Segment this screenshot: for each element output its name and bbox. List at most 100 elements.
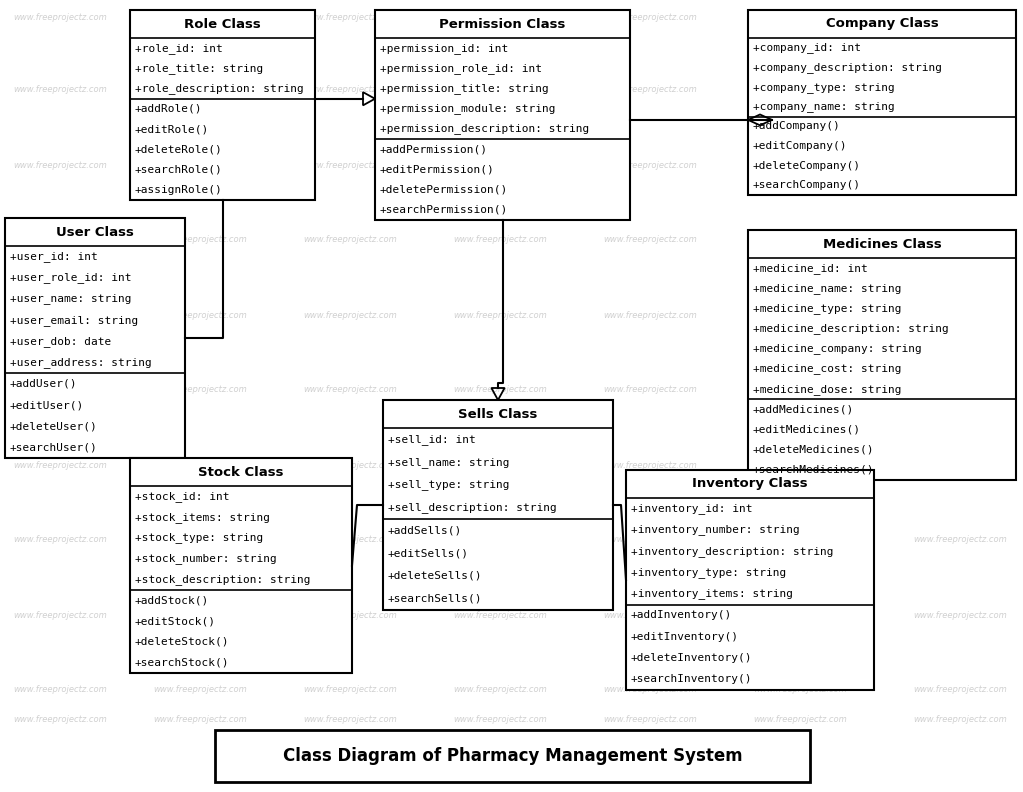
Text: +editMedicines(): +editMedicines() (753, 425, 861, 435)
Text: +searchPermission(): +searchPermission() (380, 205, 508, 215)
Text: +user_email: string: +user_email: string (10, 314, 138, 326)
Text: +searchMedicines(): +searchMedicines() (753, 465, 875, 475)
Text: www.freeprojectz.com: www.freeprojectz.com (153, 161, 247, 169)
Text: +searchStock(): +searchStock() (135, 657, 229, 668)
Text: +sell_id: int: +sell_id: int (388, 434, 476, 445)
Text: +stock_type: string: +stock_type: string (135, 532, 263, 543)
Text: +permission_description: string: +permission_description: string (380, 124, 589, 135)
Text: +addInventory(): +addInventory() (631, 611, 732, 620)
Text: www.freeprojectz.com: www.freeprojectz.com (13, 686, 106, 695)
Text: +inventory_items: string: +inventory_items: string (631, 588, 793, 600)
Bar (383, 400, 613, 610)
Text: www.freeprojectz.com: www.freeprojectz.com (303, 686, 397, 695)
Text: +permission_module: string: +permission_module: string (380, 103, 555, 114)
Text: +deleteStock(): +deleteStock() (135, 637, 229, 647)
Text: +deleteInventory(): +deleteInventory() (631, 653, 753, 663)
Text: +medicine_company: string: +medicine_company: string (753, 344, 922, 354)
Text: www.freeprojectz.com: www.freeprojectz.com (604, 310, 697, 319)
Text: www.freeprojectz.com: www.freeprojectz.com (303, 460, 397, 470)
Text: Role Class: Role Class (184, 17, 261, 31)
Text: www.freeprojectz.com: www.freeprojectz.com (753, 535, 847, 545)
Text: +addCompany(): +addCompany() (753, 121, 841, 131)
Text: +deleteCompany(): +deleteCompany() (753, 161, 861, 170)
Text: www.freeprojectz.com: www.freeprojectz.com (13, 715, 106, 725)
Text: www.freeprojectz.com: www.freeprojectz.com (153, 611, 247, 619)
Text: www.freeprojectz.com: www.freeprojectz.com (604, 686, 697, 695)
Text: +inventory_number: string: +inventory_number: string (631, 524, 800, 535)
Text: www.freeprojectz.com: www.freeprojectz.com (914, 310, 1007, 319)
Text: +deleteRole(): +deleteRole() (135, 144, 223, 154)
Text: +role_description: string: +role_description: string (135, 83, 304, 94)
Text: www.freeprojectz.com: www.freeprojectz.com (453, 686, 547, 695)
Text: www.freeprojectz.com: www.freeprojectz.com (13, 611, 106, 619)
Text: +editRole(): +editRole() (135, 124, 210, 134)
Text: +permission_role_id: int: +permission_role_id: int (380, 63, 542, 74)
Text: +searchInventory(): +searchInventory() (631, 674, 753, 684)
Text: www.freeprojectz.com: www.freeprojectz.com (753, 310, 847, 319)
Bar (215, 730, 810, 782)
Text: +searchRole(): +searchRole() (135, 165, 223, 174)
Text: +company_description: string: +company_description: string (753, 62, 942, 73)
Text: +inventory_description: string: +inventory_description: string (631, 546, 834, 557)
Text: +user_address: string: +user_address: string (10, 357, 151, 368)
Text: +medicine_description: string: +medicine_description: string (753, 323, 948, 334)
Text: www.freeprojectz.com: www.freeprojectz.com (153, 386, 247, 394)
Text: +addMedicines(): +addMedicines() (753, 405, 854, 414)
Text: www.freeprojectz.com: www.freeprojectz.com (753, 86, 847, 94)
Text: +stock_id: int: +stock_id: int (135, 491, 229, 502)
Text: +company_name: string: +company_name: string (753, 101, 895, 112)
Text: +medicine_id: int: +medicine_id: int (753, 263, 868, 273)
Text: www.freeprojectz.com: www.freeprojectz.com (453, 535, 547, 545)
Text: +medicine_type: string: +medicine_type: string (753, 303, 901, 314)
Text: +addPermission(): +addPermission() (380, 144, 488, 154)
Text: www.freeprojectz.com: www.freeprojectz.com (753, 386, 847, 394)
Text: www.freeprojectz.com: www.freeprojectz.com (453, 310, 547, 319)
Text: www.freeprojectz.com: www.freeprojectz.com (604, 535, 697, 545)
Text: Permission Class: Permission Class (439, 17, 566, 31)
Text: +addStock(): +addStock() (135, 596, 210, 605)
Text: www.freeprojectz.com: www.freeprojectz.com (13, 161, 106, 169)
Text: +inventory_type: string: +inventory_type: string (631, 567, 787, 578)
Text: www.freeprojectz.com: www.freeprojectz.com (604, 460, 697, 470)
Text: +role_title: string: +role_title: string (135, 63, 263, 74)
Text: +editStock(): +editStock() (135, 616, 216, 626)
Bar (626, 470, 874, 690)
Text: +user_role_id: int: +user_role_id: int (10, 272, 132, 284)
Bar (375, 10, 630, 220)
Text: www.freeprojectz.com: www.freeprojectz.com (453, 386, 547, 394)
Text: +sell_description: string: +sell_description: string (388, 502, 557, 513)
Text: www.freeprojectz.com: www.freeprojectz.com (753, 715, 847, 725)
Text: www.freeprojectz.com: www.freeprojectz.com (914, 460, 1007, 470)
Text: Sells Class: Sells Class (458, 408, 538, 421)
Text: www.freeprojectz.com: www.freeprojectz.com (13, 310, 106, 319)
Text: +deleteMedicines(): +deleteMedicines() (753, 445, 875, 455)
Text: www.freeprojectz.com: www.freeprojectz.com (303, 310, 397, 319)
Text: www.freeprojectz.com: www.freeprojectz.com (303, 161, 397, 169)
Text: www.freeprojectz.com: www.freeprojectz.com (303, 13, 397, 22)
Text: www.freeprojectz.com: www.freeprojectz.com (453, 460, 547, 470)
Text: www.freeprojectz.com: www.freeprojectz.com (753, 13, 847, 22)
Text: www.freeprojectz.com: www.freeprojectz.com (13, 386, 106, 394)
Text: www.freeprojectz.com: www.freeprojectz.com (453, 611, 547, 619)
Bar (130, 10, 315, 200)
Text: www.freeprojectz.com: www.freeprojectz.com (604, 13, 697, 22)
Text: www.freeprojectz.com: www.freeprojectz.com (914, 715, 1007, 725)
Text: www.freeprojectz.com: www.freeprojectz.com (153, 686, 247, 695)
Text: +editUser(): +editUser() (10, 400, 84, 410)
Text: Class Diagram of Pharmacy Management System: Class Diagram of Pharmacy Management Sys… (282, 747, 743, 765)
Text: User Class: User Class (56, 226, 134, 238)
Text: +company_type: string: +company_type: string (753, 82, 895, 93)
Text: www.freeprojectz.com: www.freeprojectz.com (153, 715, 247, 725)
Text: www.freeprojectz.com: www.freeprojectz.com (604, 161, 697, 169)
Text: +searchCompany(): +searchCompany() (753, 181, 861, 190)
Text: +addRole(): +addRole() (135, 104, 203, 114)
Text: www.freeprojectz.com: www.freeprojectz.com (13, 235, 106, 245)
Text: +assignRole(): +assignRole() (135, 185, 223, 195)
Text: www.freeprojectz.com: www.freeprojectz.com (914, 86, 1007, 94)
Text: www.freeprojectz.com: www.freeprojectz.com (13, 460, 106, 470)
Text: www.freeprojectz.com: www.freeprojectz.com (303, 86, 397, 94)
Text: +searchSells(): +searchSells() (388, 594, 483, 604)
Text: +addUser(): +addUser() (10, 379, 78, 389)
Text: +permission_title: string: +permission_title: string (380, 83, 548, 94)
Text: +stock_description: string: +stock_description: string (135, 574, 311, 585)
